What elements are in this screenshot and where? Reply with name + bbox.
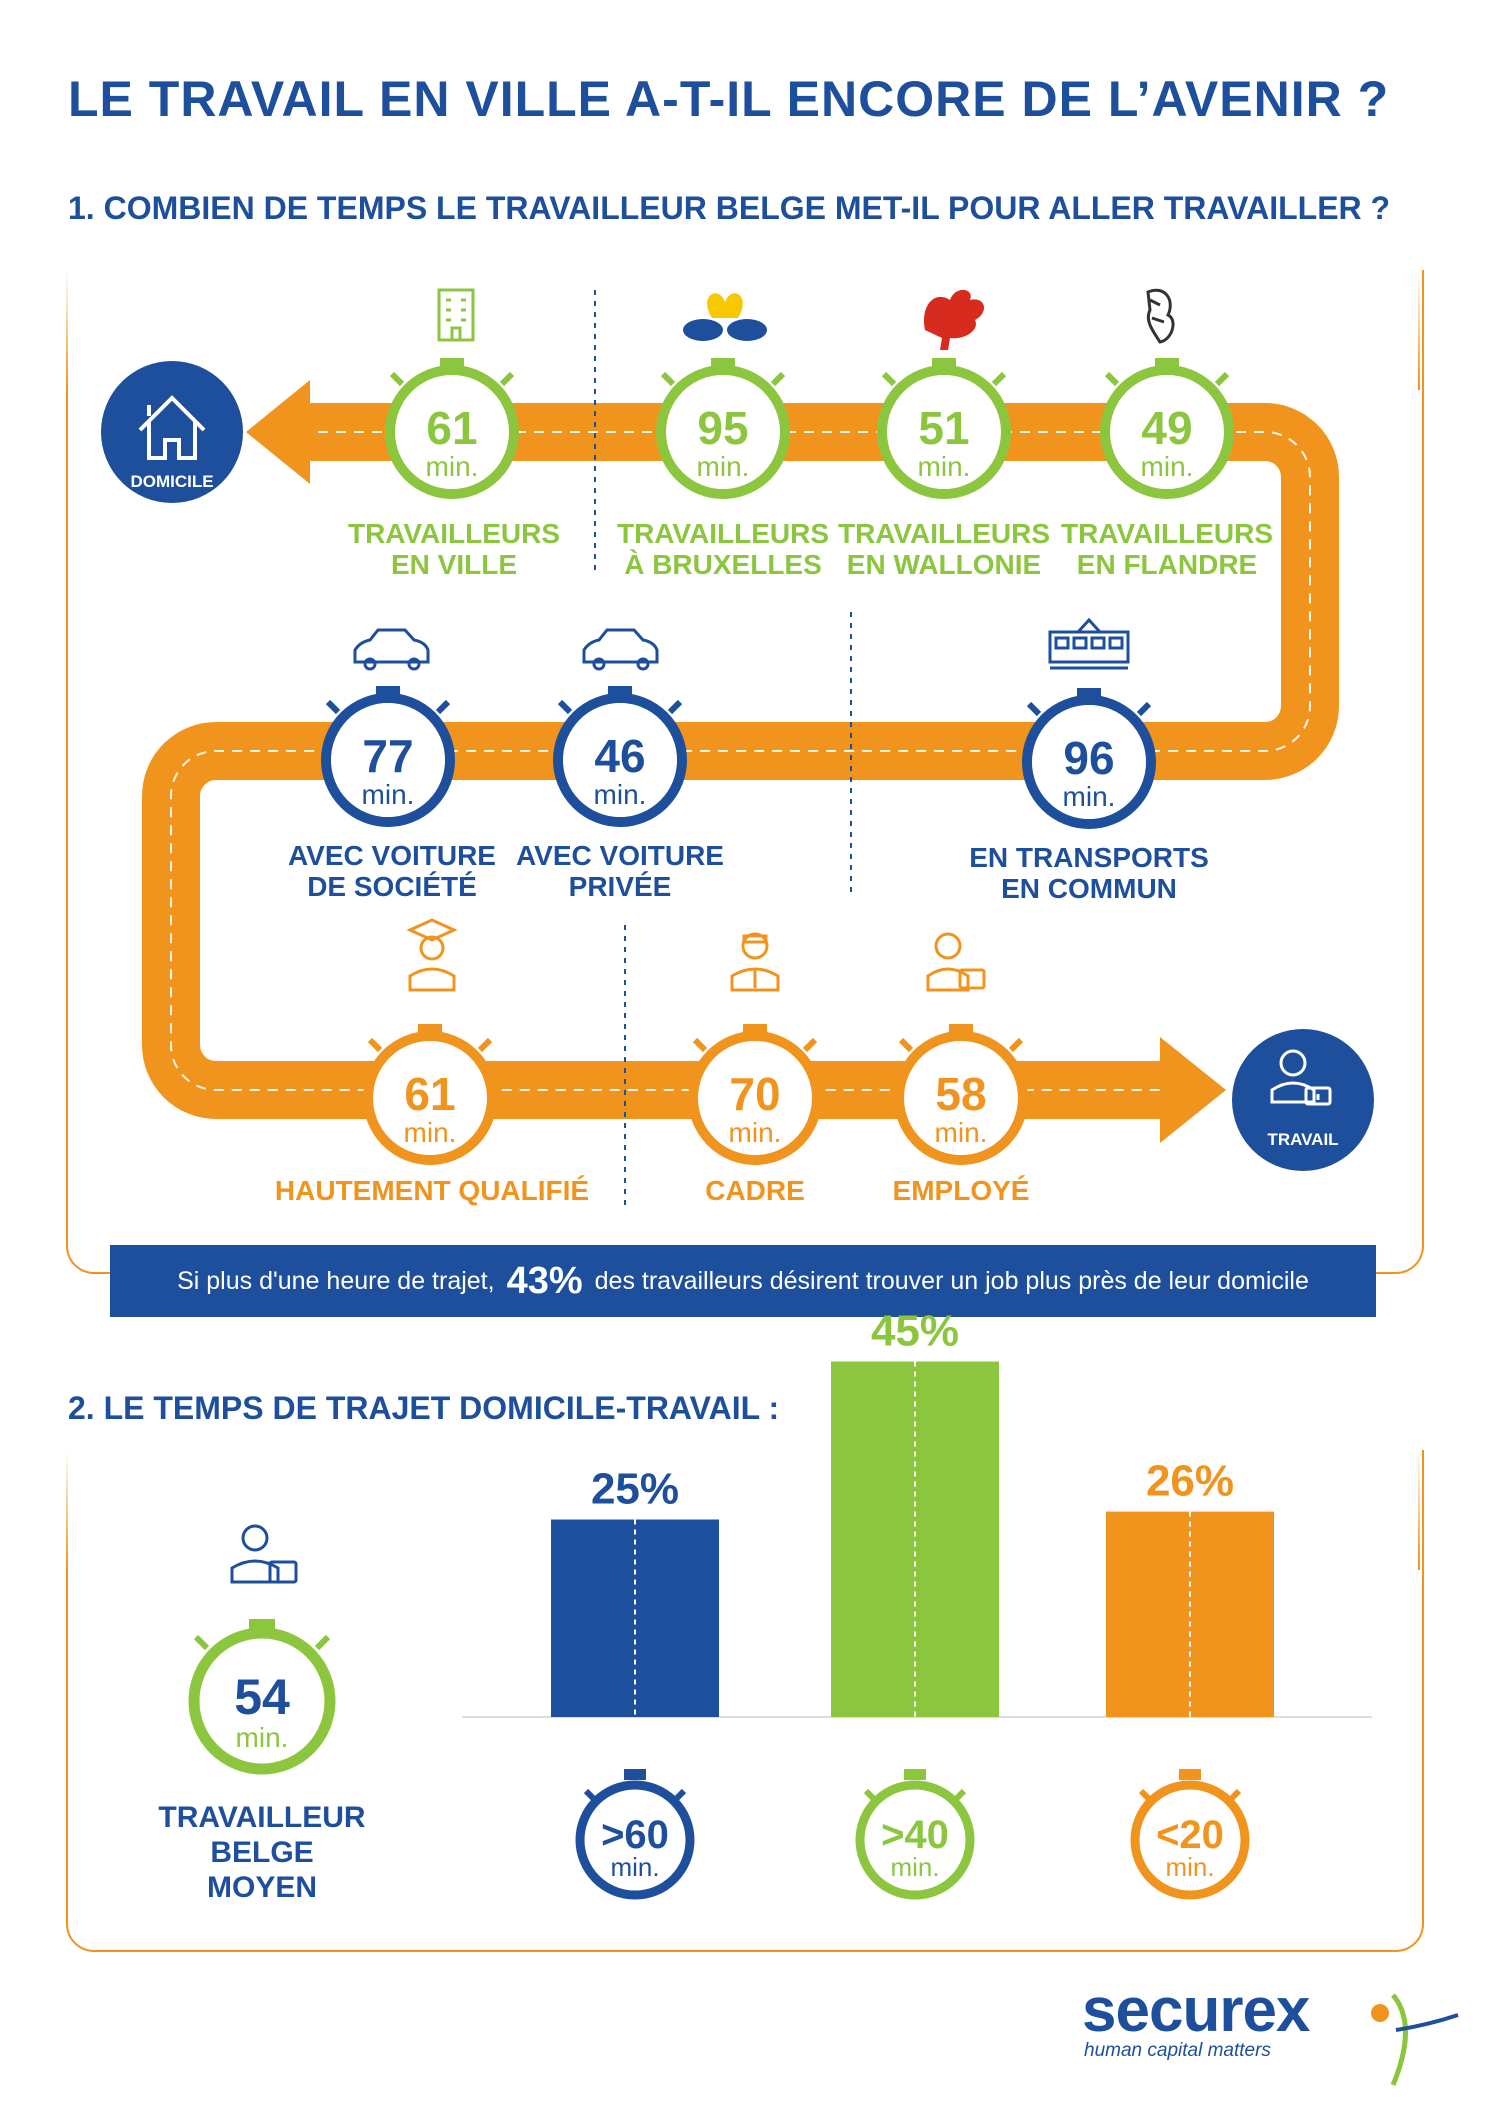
label-wallonie: TRAVAILLEURS EN WALLONIE (837, 518, 1051, 580)
tram-icon (1048, 617, 1130, 670)
commute-road-diagram (101, 288, 1374, 1205)
lion-icon (1146, 288, 1175, 344)
stopwatch-icon (1130, 1780, 1250, 1900)
stopwatch-button (672, 1788, 687, 1803)
label-transports-commun: EN TRANSPORTS EN COMMUN (969, 842, 1209, 904)
bar-0 (551, 1519, 719, 1717)
building-icon (437, 288, 475, 342)
house-icon (138, 395, 206, 460)
rooster-icon (924, 289, 985, 350)
stopwatch-crown (1179, 1769, 1201, 1780)
section-1-heading: 1. COMBIEN DE TEMPS LE TRAVAILLEUR BELGE… (68, 190, 1391, 226)
travail-circle (1232, 1029, 1374, 1171)
category-unit: min. (610, 1852, 659, 1882)
stopwatch-crown (904, 1769, 926, 1780)
category-label: <20 (1156, 1813, 1224, 1857)
banner-text-before: Si plus d'une heure de trajet, (177, 1266, 495, 1295)
graduate-icon (406, 918, 458, 992)
securex-logo: securex (1082, 1976, 1310, 2045)
stopwatch-transports-commun: 96 min. (1062, 732, 1116, 812)
worker-icon (1270, 1049, 1332, 1106)
stopwatch-voiture-societe: 77 min. (361, 730, 415, 810)
travail-label: TRAVAIL (1267, 1130, 1339, 1149)
employee-icon (926, 932, 986, 992)
road-arrow-right (1160, 1037, 1226, 1143)
stopwatch-button (863, 1788, 878, 1803)
banner-highlight: 43% (506, 1259, 583, 1302)
label-employe: EMPLOYÉ (892, 1175, 1030, 1206)
stopwatch-hautement-qualifie: 61 min. (403, 1068, 457, 1148)
car-icon (582, 628, 659, 671)
bar-1 (831, 1361, 999, 1717)
stopwatch-bruxelles: 95 min. (696, 402, 750, 482)
bar-value-label: 45% (871, 1307, 959, 1356)
category-unit: min. (890, 1852, 939, 1882)
category-label: >60 (601, 1813, 669, 1857)
label-voiture-privee: AVEC VOITURE PRIVÉE (516, 840, 724, 902)
stopwatch-button (952, 1788, 967, 1803)
insight-banner: Si plus d'une heure de trajet, 43% des t… (110, 1245, 1376, 1317)
label-average-worker: TRAVAILLEUR BELGE MOYEN (158, 1801, 366, 1904)
section-2-heading: 2. LE TEMPS DE TRAJET DOMICILE-TRAVAIL : (68, 1390, 780, 1426)
stopwatch-icon (575, 1780, 695, 1900)
domicile-circle (101, 361, 243, 503)
securex-swoosh-icon (1371, 1993, 1459, 2086)
page-title: LE TRAVAIL EN VILLE A-T-IL ENCORE DE L’A… (68, 71, 1390, 127)
road-dashes (170, 431, 1311, 1091)
stopwatch-button (1227, 1788, 1242, 1803)
bar-value-label: 26% (1146, 1457, 1234, 1506)
stopwatch-crown (624, 1769, 646, 1780)
stopwatch-icon (855, 1780, 975, 1900)
worker-icon (230, 1524, 298, 1584)
car-icon (353, 628, 430, 671)
domicile-label: DOMICILE (130, 472, 214, 491)
banner-text-after: des travailleurs désirent trouver un job… (594, 1266, 1309, 1295)
section-2-frame (66, 1450, 1424, 1952)
road-arrow-left (246, 380, 310, 484)
stopwatch-button (1138, 1788, 1153, 1803)
brussels-iris-icon (683, 293, 767, 341)
label-voiture-societe: AVEC VOITURE DE SOCIÉTÉ (288, 840, 496, 902)
stopwatch-voiture-privee: 46 min. (593, 730, 647, 810)
stopwatch-cadre: 70 min. (728, 1068, 782, 1148)
label-en-ville: TRAVAILLEURS EN VILLE (347, 518, 561, 580)
label-flandre: TRAVAILLEURS EN FLANDRE (1060, 518, 1274, 580)
average-worker-graphic (188, 1524, 336, 1775)
label-cadre: CADRE (705, 1175, 805, 1206)
stopwatch-wallonie: 51 min. (917, 402, 971, 482)
stopwatch-average: 54 min. (234, 1669, 290, 1753)
label-hautement-qualifie: HAUTEMENT QUALIFIÉ (274, 1175, 590, 1206)
stopwatch-en-ville: 61 min. (425, 402, 479, 482)
label-bruxelles: TRAVAILLEURS À BRUXELLES (616, 518, 830, 580)
bar-value-label: 25% (591, 1465, 679, 1514)
securex-tagline: human capital matters (1084, 2040, 1271, 2061)
manager-icon (730, 932, 780, 992)
category-unit: min. (1165, 1852, 1214, 1882)
stopwatch-button (583, 1788, 598, 1803)
stopwatch-employe: 58 min. (934, 1068, 988, 1148)
stopwatch-flandre: 49 min. (1140, 402, 1194, 482)
category-label: >40 (881, 1813, 949, 1857)
